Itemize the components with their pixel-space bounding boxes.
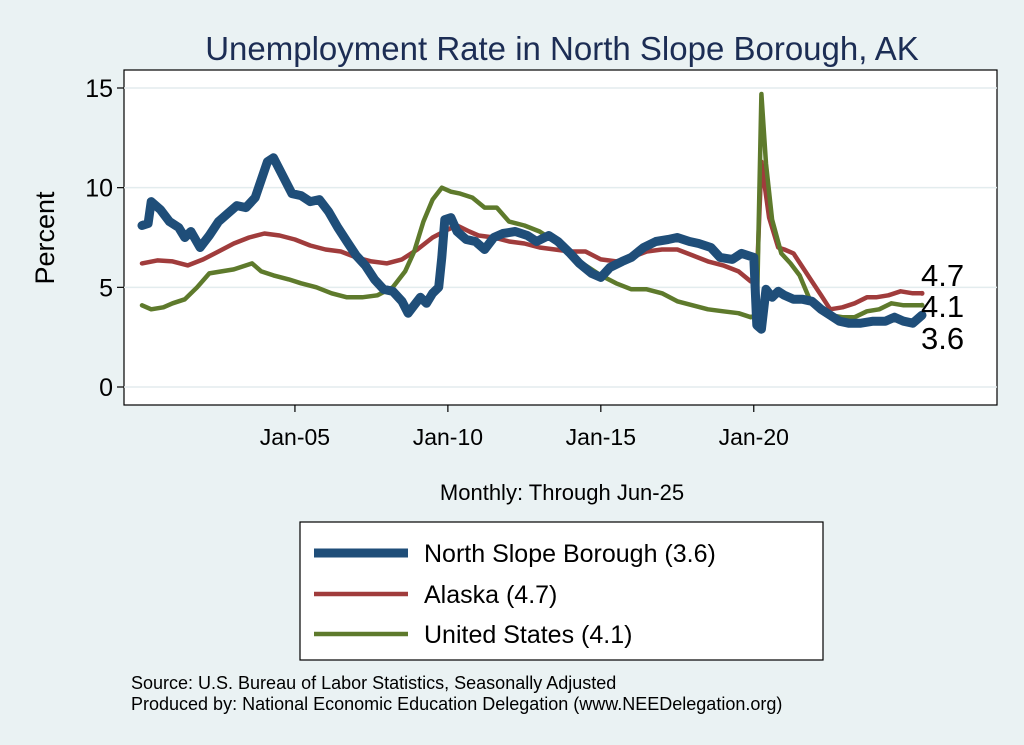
x-tick-label: Jan-15 bbox=[566, 424, 636, 450]
x-axis-label: Monthly: Through Jun-25 bbox=[440, 480, 684, 505]
series-line-north-slope-borough bbox=[137, 153, 927, 334]
legend-items: North Slope Borough (3.6) Alaska (4.7) Uni… bbox=[314, 540, 716, 649]
end-labels: 3.6 4.74.1 bbox=[919, 258, 964, 356]
end-point bbox=[919, 312, 925, 318]
end-point bbox=[919, 290, 925, 296]
y-tick-label: 0 bbox=[99, 374, 113, 402]
x-tick-label: Jan-10 bbox=[413, 424, 483, 450]
x-tick-label: Jan-05 bbox=[260, 424, 330, 450]
legend bbox=[299, 521, 824, 661]
x-tick-label: Jan-20 bbox=[719, 424, 789, 450]
chart-title: Unemployment Rate in North Slope Borough… bbox=[205, 30, 919, 67]
y-tick-label: 10 bbox=[85, 175, 113, 203]
y-axis: 0 5 10 15 bbox=[85, 75, 124, 402]
legend-label: Alaska (4.7) bbox=[424, 581, 557, 609]
end-value-label: 4.7 bbox=[921, 258, 964, 293]
y-tick-label: 5 bbox=[99, 274, 113, 302]
x-axis: Jan-05 Jan-10 Jan-15 Jan-20 bbox=[260, 405, 789, 450]
series-line-alaska bbox=[139, 159, 925, 312]
series-lines bbox=[137, 91, 927, 334]
producer-note: Produced by: National Economic Education… bbox=[131, 694, 782, 714]
source-note: Source: U.S. Bureau of Labor Statistics,… bbox=[131, 673, 616, 693]
gridlines bbox=[124, 87, 997, 388]
series-line-united-states bbox=[139, 91, 925, 320]
legend-label: North Slope Borough (3.6) bbox=[424, 540, 716, 568]
legend-label: United States (4.1) bbox=[424, 621, 632, 649]
end-value-label: 4.1 bbox=[921, 289, 964, 324]
end-point bbox=[919, 302, 925, 308]
plot-area bbox=[123, 69, 998, 406]
y-axis-label: Percent bbox=[30, 191, 60, 285]
end-value-label: 3.6 bbox=[921, 321, 964, 356]
y-tick-label: 15 bbox=[85, 75, 113, 103]
